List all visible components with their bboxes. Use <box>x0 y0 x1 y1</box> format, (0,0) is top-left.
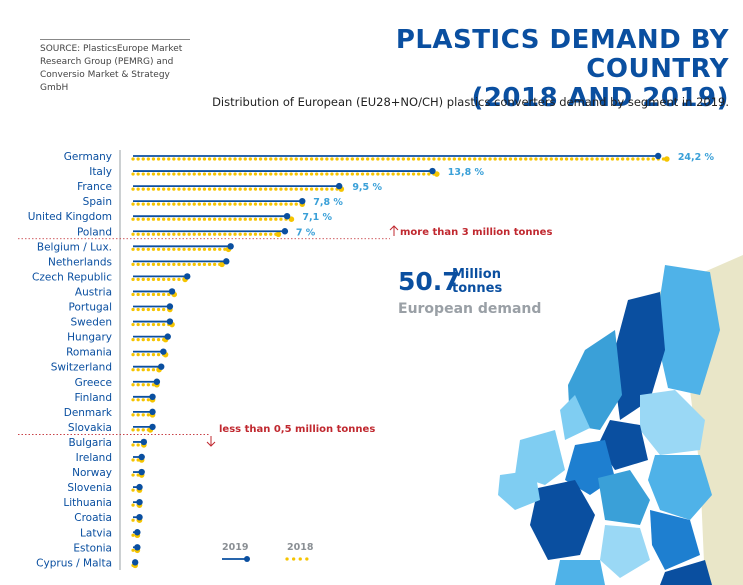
category-label: Finland <box>74 392 112 404</box>
point-2019 <box>134 529 141 536</box>
point-2019 <box>160 348 167 355</box>
category-label: Slovakia <box>68 422 112 434</box>
source-note: SOURCE: PlasticsEurope Market Research G… <box>40 39 190 95</box>
point-2018 <box>275 231 282 238</box>
point-2019 <box>149 408 156 416</box>
category-label: Croatia <box>74 512 112 524</box>
point-2018 <box>664 156 670 162</box>
value-label: 13,8 % <box>448 167 485 178</box>
total-demand-value: 50.7 <box>398 267 460 296</box>
category-label: Sweden <box>71 317 113 329</box>
point-2019 <box>166 303 174 310</box>
category-label: Switzerland <box>51 362 112 374</box>
category-label: France <box>77 181 112 193</box>
category-label: Romania <box>66 347 112 359</box>
value-label: 7,8 % <box>313 197 343 208</box>
category-label: Ireland <box>76 452 112 464</box>
total-demand-label: European demand <box>398 301 542 317</box>
point-2018 <box>219 261 225 268</box>
legend-label-2018: 2018 <box>287 542 314 553</box>
category-label: Italy <box>89 166 112 178</box>
point-2019 <box>281 228 289 235</box>
point-2019 <box>138 468 145 476</box>
category-label: Estonia <box>73 542 112 554</box>
category-label: Netherlands <box>48 256 112 268</box>
point-2019 <box>429 167 436 175</box>
category-label: Czech Republic <box>32 271 112 283</box>
legend-point-2019 <box>244 556 250 562</box>
category-label: Bulgaria <box>68 437 112 449</box>
category-label: Spain <box>83 196 112 208</box>
point-2019 <box>136 498 143 506</box>
point-2019 <box>654 152 662 160</box>
category-label: Lithuania <box>63 497 112 509</box>
upper-threshold-label: more than 3 million tonnes <box>400 227 553 238</box>
point-2019 <box>149 393 156 400</box>
chart-subtitle: Distribution of European (EU28+NO/CH) pl… <box>212 95 729 109</box>
category-label: Austria <box>75 286 112 298</box>
upper-threshold-arrow <box>389 225 399 236</box>
category-label: Belgium / Lux. <box>37 241 112 253</box>
value-label: 9,5 % <box>352 182 382 193</box>
point-2019 <box>134 544 141 551</box>
category-label: Slovenia <box>67 482 112 494</box>
lower-threshold-label: less than 0,5 million tonnes <box>219 424 376 435</box>
title-line-1: PLASTICS DEMAND BY COUNTRY <box>395 25 729 84</box>
point-2019 <box>131 559 139 566</box>
point-2018 <box>434 171 440 177</box>
category-label: Norway <box>72 467 112 479</box>
point-2019 <box>168 288 176 295</box>
point-2019 <box>158 363 165 370</box>
lower-threshold-arrow <box>206 436 216 447</box>
category-label: Hungary <box>67 332 112 344</box>
point-2019 <box>136 514 143 521</box>
category-label: Poland <box>77 226 112 238</box>
title-line-2: (2018 AND 2019) <box>471 83 729 113</box>
point-2019 <box>138 453 145 461</box>
point-2019 <box>184 273 191 280</box>
value-label: 24,2 % <box>678 152 715 163</box>
point-2019 <box>136 483 143 491</box>
point-2019 <box>335 182 343 190</box>
value-label: 7 % <box>296 227 316 238</box>
legend-label-2019: 2019 <box>222 542 248 553</box>
value-label: 7,1 % <box>302 212 332 223</box>
point-2019 <box>283 213 291 220</box>
point-2019 <box>223 258 230 265</box>
point-2019 <box>140 438 148 446</box>
point-2019 <box>299 197 306 205</box>
category-label: Latvia <box>80 527 112 539</box>
chart-title: PLASTICS DEMAND BY COUNTRY (2018 AND 201… <box>309 26 729 113</box>
point-2018 <box>288 216 295 222</box>
category-label: Cyprus / Malta <box>36 557 112 569</box>
point-2019 <box>153 378 161 385</box>
category-label: Germany <box>64 151 112 163</box>
point-2019 <box>227 243 234 250</box>
category-label: Portugal <box>69 302 113 314</box>
point-2019 <box>164 333 171 340</box>
category-label: Greece <box>75 377 112 389</box>
point-2019 <box>149 423 156 431</box>
category-label: Denmark <box>64 407 113 419</box>
point-2019 <box>166 318 174 325</box>
category-label: United Kingdom <box>28 211 112 223</box>
total-demand-unit: Million tonnes <box>452 267 503 296</box>
